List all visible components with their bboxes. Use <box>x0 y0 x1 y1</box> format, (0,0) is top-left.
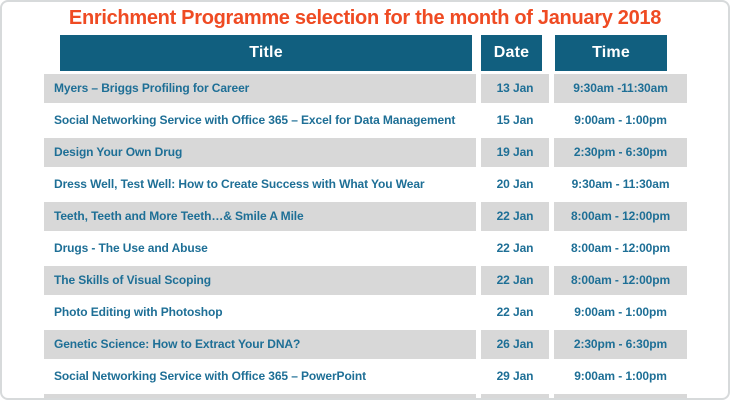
time-cell: 9:00am - 1:00pm <box>554 298 687 327</box>
date-cell: 13 Jan <box>481 74 549 103</box>
table-row: Genetic Science: How to Extract Your DNA… <box>44 330 687 359</box>
table-row: Social Networking Service with Office 36… <box>44 362 687 391</box>
time-cell: 8:00am - 12:00pm <box>554 202 687 231</box>
date-cell: 22 Jan <box>481 266 549 295</box>
course-title-cell: Design Your Own Drug <box>44 138 476 167</box>
course-title-cell: Social Networking Service with Office 36… <box>44 106 476 135</box>
course-title-cell: Teeth, Teeth and More Teeth…& Smile A Mi… <box>44 202 476 231</box>
time-cell: 9:30am -11:30am <box>554 74 687 103</box>
date-cell: 19 Jan <box>481 138 549 167</box>
time-cell: 2:30pm - 6:30pm <box>554 138 687 167</box>
time-cell: 8:00am - 12:00pm <box>554 234 687 263</box>
time-cell: 9:00am - 1:00pm <box>554 362 687 391</box>
date-cell: 29 Jan <box>481 362 549 391</box>
schedule-table: Title Date Time Myers – Briggs Profiling… <box>44 35 687 398</box>
column-header-title: Title <box>60 35 472 71</box>
table-row: Photo Editing with Photoshop 22 Jan 9:00… <box>44 298 687 327</box>
date-cell: 22 Jan <box>481 234 549 263</box>
table-row: Myers – Briggs Profiling for Career 13 J… <box>44 74 687 103</box>
table-row: Teeth, Teeth and More Teeth…& Smile A Mi… <box>44 202 687 231</box>
table-row: The Skills of Visual Scoping 22 Jan 8:00… <box>44 266 687 295</box>
course-title-cell <box>44 394 476 398</box>
table-row: Design Your Own Drug 19 Jan 2:30pm - 6:3… <box>44 138 687 167</box>
time-cell: 8:00am - 12:00pm <box>554 266 687 295</box>
date-cell <box>481 394 549 398</box>
course-title-cell: Myers – Briggs Profiling for Career <box>44 74 476 103</box>
table-row: Dress Well, Test Well: How to Create Suc… <box>44 170 687 199</box>
date-cell: 26 Jan <box>481 330 549 359</box>
course-title-cell: Genetic Science: How to Extract Your DNA… <box>44 330 476 359</box>
time-cell: 2:30pm - 6:30pm <box>554 330 687 359</box>
table-header-row: Title Date Time <box>44 35 687 71</box>
column-header-date: Date <box>481 35 542 71</box>
course-title-cell: Dress Well, Test Well: How to Create Suc… <box>44 170 476 199</box>
course-title-cell: Social Networking Service with Office 36… <box>44 362 476 391</box>
time-cell: 9:30am - 11:30am <box>554 170 687 199</box>
date-cell: 15 Jan <box>481 106 549 135</box>
course-title-cell: Photo Editing with Photoshop <box>44 298 476 327</box>
course-title-cell: Drugs - The Use and Abuse <box>44 234 476 263</box>
table-row-clipped <box>44 394 687 398</box>
date-cell: 20 Jan <box>481 170 549 199</box>
time-cell: 9:00am - 1:00pm <box>554 106 687 135</box>
time-cell <box>554 394 687 398</box>
table-row: Social Networking Service with Office 36… <box>44 106 687 135</box>
course-title-cell: The Skills of Visual Scoping <box>44 266 476 295</box>
date-cell: 22 Jan <box>481 298 549 327</box>
table-row: Drugs - The Use and Abuse 22 Jan 8:00am … <box>44 234 687 263</box>
date-cell: 22 Jan <box>481 202 549 231</box>
page-title: Enrichment Programme selection for the m… <box>68 7 662 29</box>
column-header-time: Time <box>555 35 667 71</box>
